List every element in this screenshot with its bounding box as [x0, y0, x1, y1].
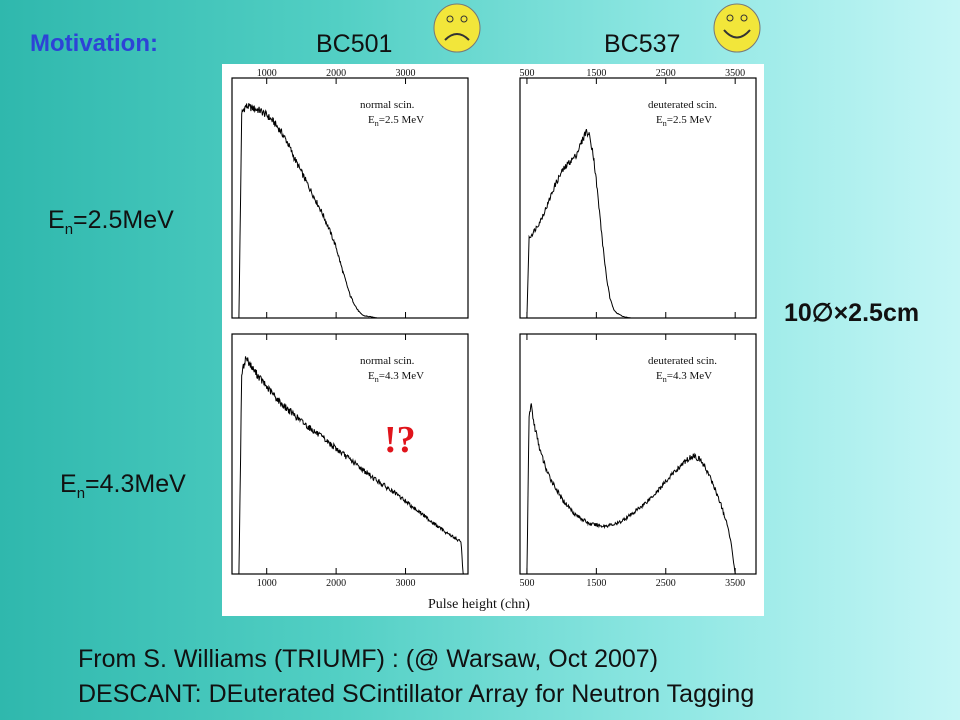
annotation-mark: !? — [384, 419, 416, 461]
x-tick-label-3-3: 3500 — [725, 578, 745, 589]
spectrum-line-1 — [526, 128, 756, 319]
spectrum-line-3 — [526, 403, 756, 575]
detector-dimensions: 10∅×2.5cm — [784, 299, 920, 327]
plot-frame-0 — [231, 77, 469, 319]
column-label-bc501: BC501 — [316, 30, 393, 58]
happy-face-icon — [713, 3, 761, 53]
legend-label-2: normal scin. — [360, 355, 415, 367]
column-label-bc537: BC537 — [604, 30, 681, 58]
x-tick-label-2-1: 2000 — [326, 578, 346, 589]
x-tick-label-2-2: 3000 — [396, 578, 416, 589]
plot-frame-1 — [519, 77, 757, 319]
x-tick-label-1-2: 2500 — [656, 68, 676, 79]
legend-energy-3: En=4.3 MeV — [656, 370, 712, 384]
legend-energy-1: En=2.5 MeV — [656, 114, 712, 128]
legend-energy-0: En=2.5 MeV — [368, 114, 424, 128]
x-tick-label-1-1: 1500 — [586, 68, 606, 79]
legend-label-3: deuterated scin. — [648, 355, 717, 367]
x-tick-label-3-2: 2500 — [656, 578, 676, 589]
legend-label-1: deuterated scin. — [648, 99, 717, 111]
plot-frame-2 — [231, 333, 469, 575]
credit-line-2: DESCANT: DEuterated SCintillator Array f… — [78, 680, 755, 708]
plot-frame-3 — [519, 333, 757, 575]
x-tick-label-3-1: 1500 — [586, 578, 606, 589]
sad-face-icon — [433, 3, 481, 53]
x-tick-label-3-0: 500 — [519, 578, 534, 589]
x-axis-label: Pulse height (chn) — [428, 597, 530, 612]
legend-label-0: normal scin. — [360, 99, 415, 111]
x-tick-label-1-3: 3500 — [725, 68, 745, 79]
slide-title: Motivation: — [30, 30, 158, 57]
x-tick-label-0-1: 2000 — [326, 68, 346, 79]
spectrum-line-2 — [238, 356, 468, 575]
spectrum-line-0 — [238, 103, 468, 319]
x-tick-label-1-0: 500 — [519, 68, 534, 79]
x-tick-label-0-0: 1000 — [257, 68, 277, 79]
x-tick-label-2-0: 1000 — [257, 578, 277, 589]
row-label-2-5mev: En=2.5MeV — [48, 206, 174, 238]
legend-energy-2: En=4.3 MeV — [368, 370, 424, 384]
row-label-4-3mev: En=4.3MeV — [60, 470, 186, 502]
credit-line-1: From S. Williams (TRIUMF) : (@ Warsaw, O… — [78, 645, 659, 673]
x-tick-label-0-2: 3000 — [396, 68, 416, 79]
